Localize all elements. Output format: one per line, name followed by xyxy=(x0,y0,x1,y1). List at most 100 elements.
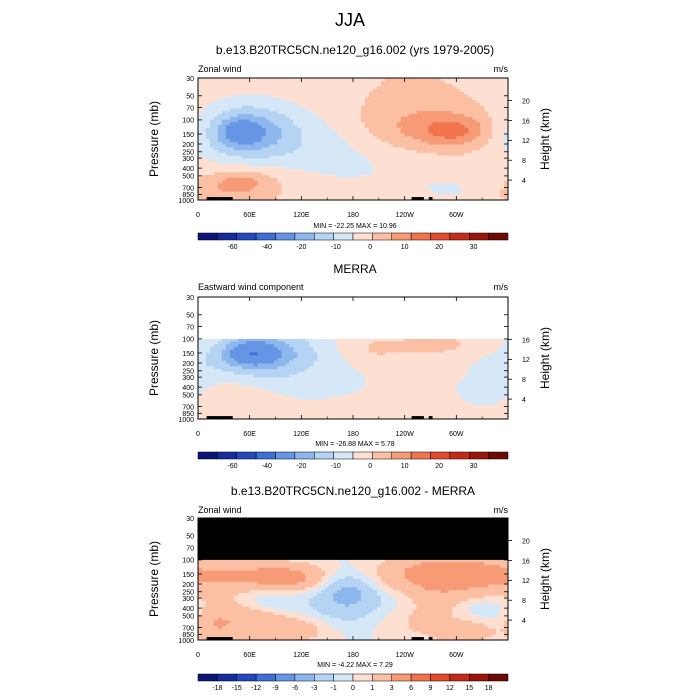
panel-1-cell xyxy=(209,158,215,162)
panel-1-cell xyxy=(233,136,239,140)
panel-2-cell xyxy=(297,371,302,376)
panel-1-cell xyxy=(500,125,505,129)
panel-1-cell xyxy=(384,155,390,160)
panel-1-cell xyxy=(265,147,271,151)
panel-1-cell xyxy=(237,80,243,85)
panel-2-cell xyxy=(273,338,279,342)
panel-1-cell xyxy=(289,194,294,198)
panel-1-cell xyxy=(201,78,207,82)
panel-2-cell xyxy=(257,374,263,379)
panel-2-cell xyxy=(233,360,239,365)
panel-2-cell xyxy=(484,385,489,390)
panel-1-cell xyxy=(313,188,318,193)
panel-2-cell xyxy=(201,369,207,373)
panel-1-cell xyxy=(241,100,247,104)
panel-1-cell xyxy=(420,150,426,154)
panel-2-cell xyxy=(289,371,294,376)
panel-1-cell xyxy=(329,144,334,148)
panel-1-cell xyxy=(213,163,219,168)
panel-1-cell xyxy=(400,175,406,179)
panel-1-cell xyxy=(448,172,453,176)
panel-2-cell xyxy=(341,355,346,359)
panel-1-cell xyxy=(341,80,346,85)
panel-1-cell xyxy=(349,188,354,193)
panel-2-cell xyxy=(424,355,430,359)
panel-1-cell xyxy=(380,172,386,176)
panel-2-cell xyxy=(341,377,346,381)
panel-2-cell xyxy=(464,382,469,387)
panel-2-cell xyxy=(464,366,469,370)
panel-1-cell xyxy=(253,141,259,146)
panel-1-cell xyxy=(424,194,430,198)
panel-1-cell xyxy=(420,91,426,96)
panel-2-cell xyxy=(241,346,247,351)
panel-1-cell xyxy=(213,89,219,93)
panel-1-cell xyxy=(460,150,465,154)
panel-1-cell xyxy=(313,78,318,82)
panel-1-cell xyxy=(209,169,215,173)
colorbar-label: -60 xyxy=(227,244,237,251)
panel-2-cell xyxy=(217,388,223,392)
panel-1-cell xyxy=(217,150,223,154)
panel-1-cell xyxy=(368,91,374,96)
panel-2-cell xyxy=(476,369,481,373)
y-tick-label: 850 xyxy=(182,192,194,199)
panel-2-cell xyxy=(424,344,430,348)
panel-1-cell xyxy=(261,83,267,87)
panel-1-cell xyxy=(396,183,402,187)
panel-1-cell xyxy=(217,177,223,182)
panel-1-cell xyxy=(428,188,434,193)
panel-2-cell xyxy=(500,374,505,379)
panel-2-cell xyxy=(237,374,243,379)
panel-1-cell xyxy=(372,177,378,182)
panel-1-cell xyxy=(456,97,461,101)
panel-1-cell xyxy=(392,91,398,96)
panel-1-cell xyxy=(273,194,279,198)
panel-1-cell xyxy=(504,139,508,143)
panel-1-cell xyxy=(253,197,259,200)
panel-1-cell xyxy=(504,100,508,104)
panel-1-cell xyxy=(209,80,215,85)
panel-2-cell xyxy=(305,366,310,370)
panel-1-cell xyxy=(364,150,370,154)
panel-2-cell xyxy=(416,380,422,384)
panel-2-cell xyxy=(472,358,477,362)
panel-2-cell xyxy=(285,385,291,390)
panel-1-cell xyxy=(356,161,362,165)
panel-1-cell xyxy=(237,122,243,126)
panel-2-cell xyxy=(305,344,310,348)
panel-1-cell xyxy=(257,161,263,165)
panel-1-cell xyxy=(293,150,298,154)
panel-1-cell xyxy=(408,188,414,193)
panel-1-cell xyxy=(313,111,318,115)
panel-1-cell xyxy=(201,108,207,112)
panel-1-cell xyxy=(349,111,354,115)
panel-1-cell xyxy=(321,127,326,132)
panel-1-cell xyxy=(285,152,291,157)
panel-1-cell xyxy=(201,127,207,132)
panel-1-cell xyxy=(468,94,473,99)
panel-1-cell xyxy=(488,136,493,140)
panel-1-cell xyxy=(285,89,291,93)
panel-1-cell xyxy=(488,86,493,90)
panel-1-cell xyxy=(257,130,263,135)
panel-2-cell xyxy=(432,341,438,345)
panel-2-cell xyxy=(480,369,485,373)
panel-2-cell xyxy=(285,349,291,354)
panel-1-cell xyxy=(225,144,231,148)
panel-1-cell xyxy=(337,139,342,143)
panel-1-cell xyxy=(293,158,298,162)
panel-2-cell xyxy=(360,374,366,379)
panel-1-cell xyxy=(325,89,330,93)
panel-2-cell xyxy=(337,371,342,376)
panel-1-cell xyxy=(500,86,505,90)
panel-2-cell xyxy=(428,341,434,345)
panel-2-cell xyxy=(329,366,334,370)
panel-1-cell xyxy=(281,141,287,146)
panel-1-cell xyxy=(265,100,271,104)
panel-2-cell xyxy=(233,346,239,351)
panel-1-cell xyxy=(245,119,251,123)
panel-2-cell xyxy=(400,366,406,370)
panel-1-cell xyxy=(337,150,342,154)
panel-1-cell xyxy=(277,144,283,148)
